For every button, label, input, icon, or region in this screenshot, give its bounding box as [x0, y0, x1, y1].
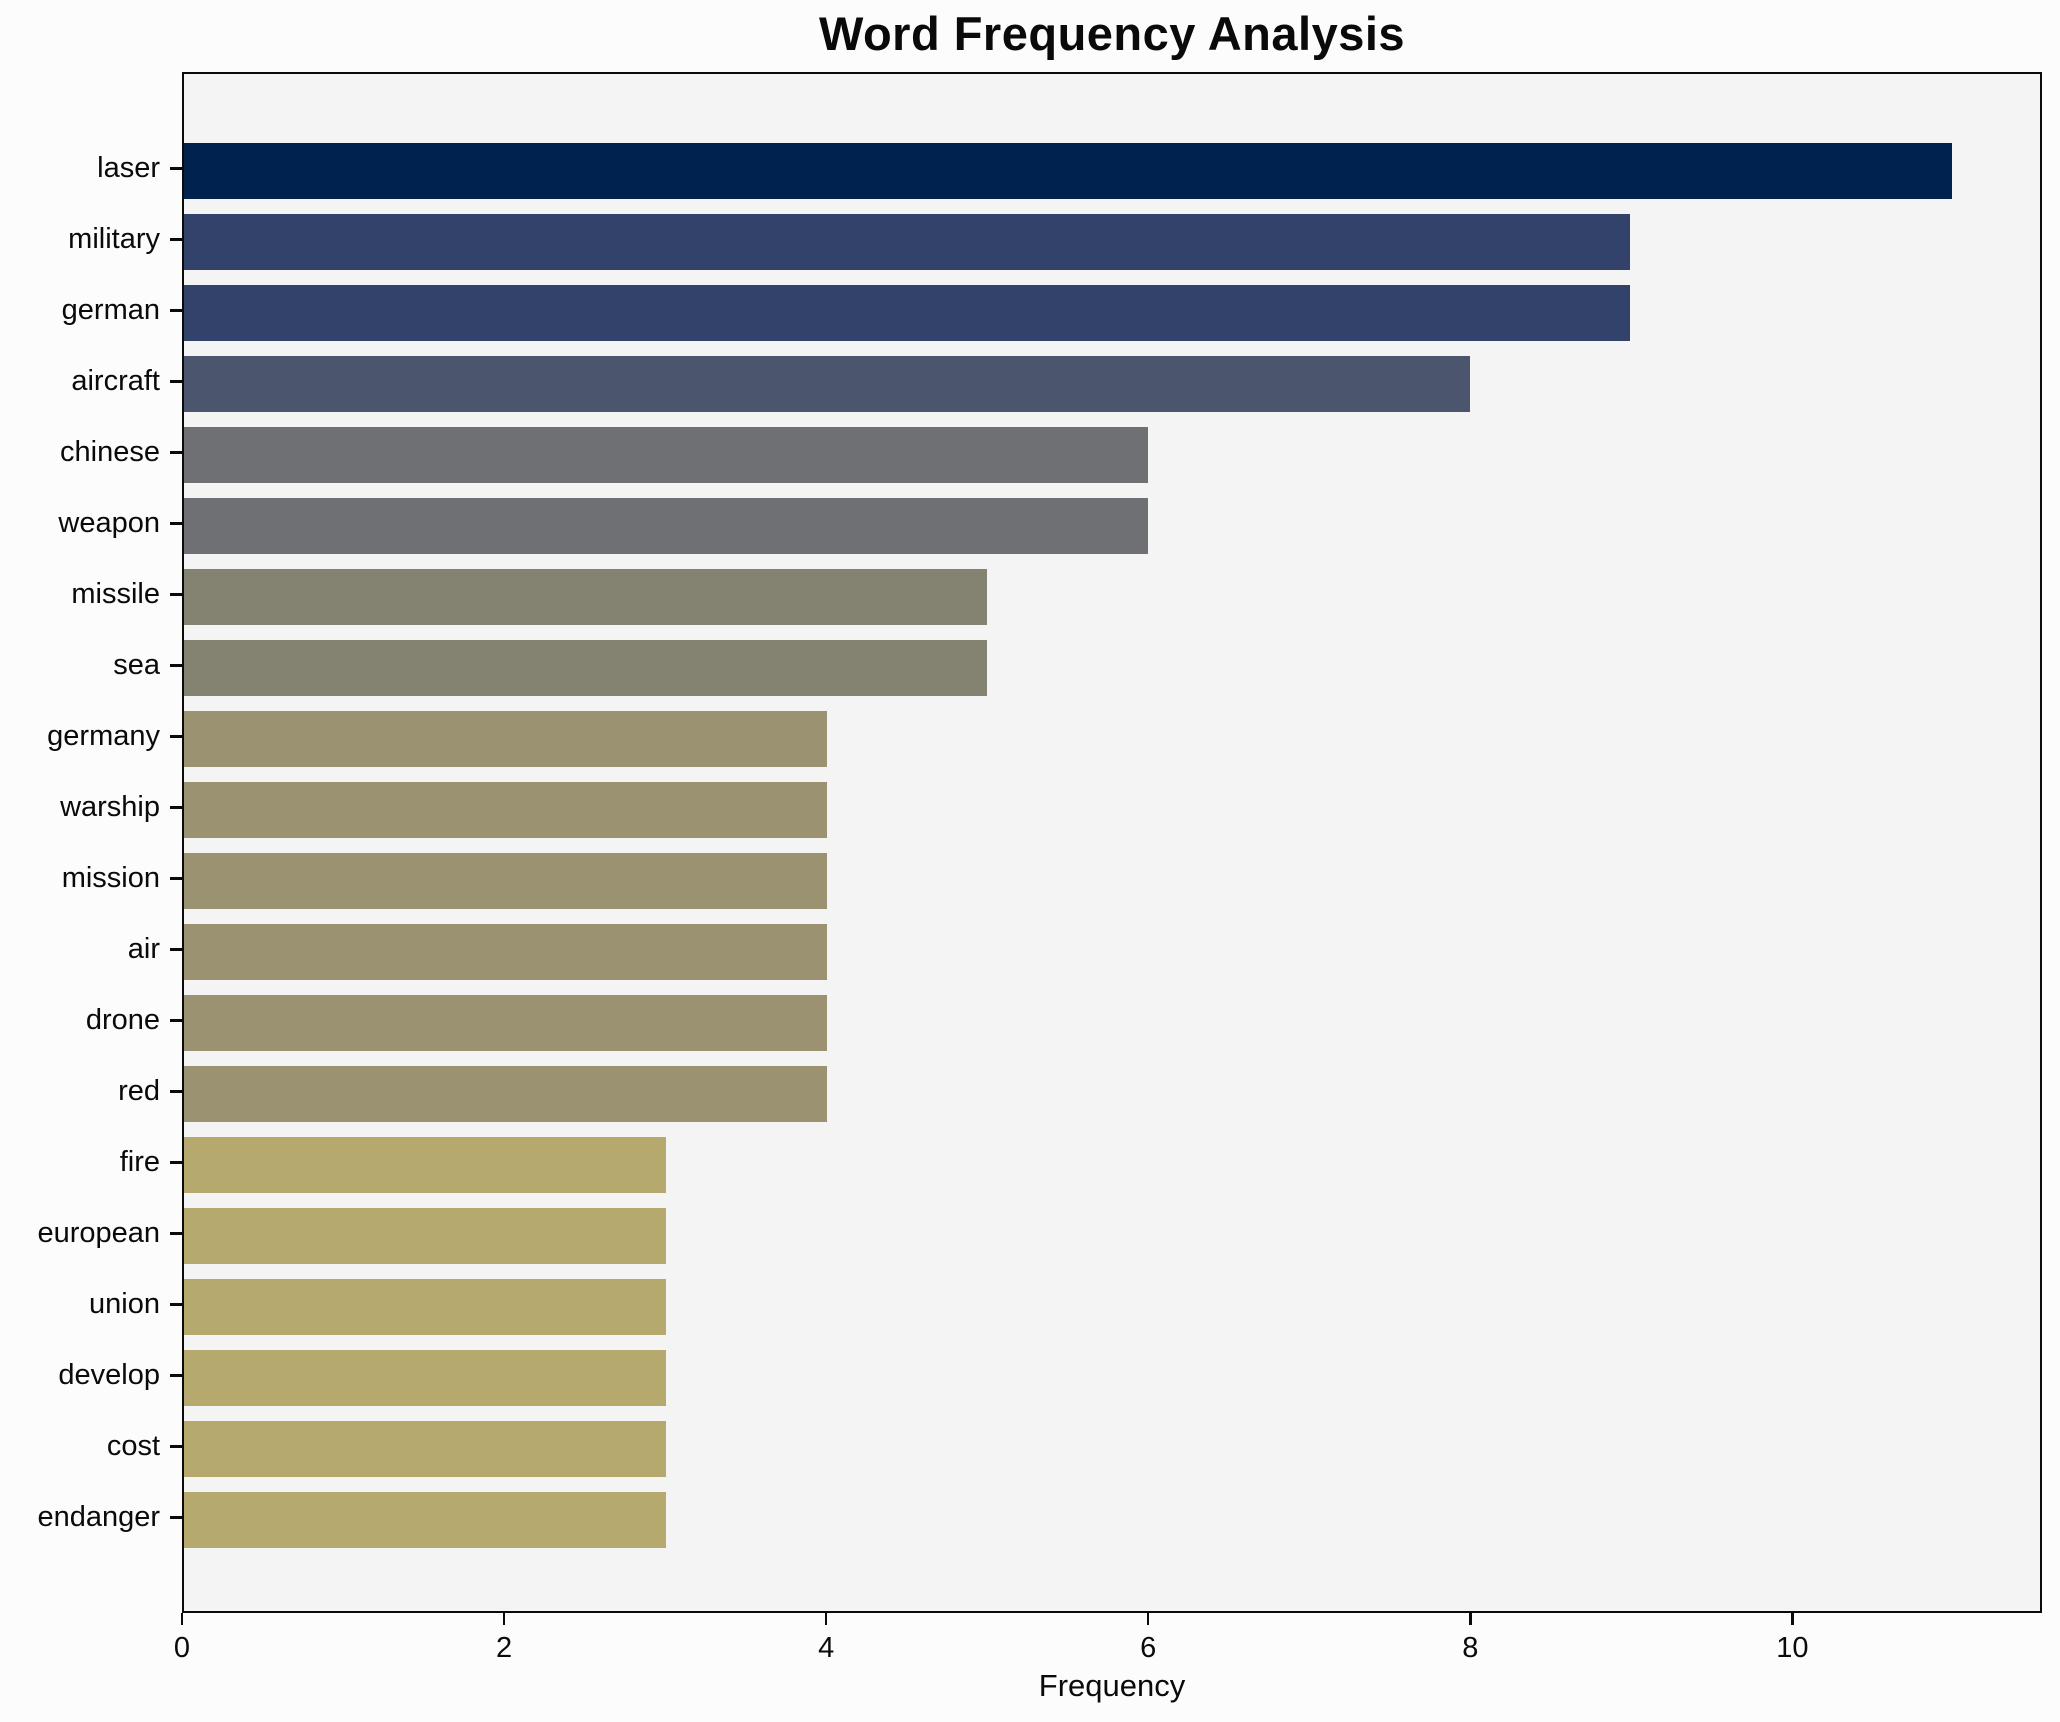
y-tick	[170, 1516, 182, 1519]
bar-aircraft	[184, 355, 1470, 412]
bar-row	[184, 632, 2040, 703]
y-tick	[170, 522, 182, 525]
bar-row	[184, 135, 2040, 206]
y-tick	[170, 593, 182, 596]
bar-row	[184, 845, 2040, 916]
bar-european	[184, 1207, 667, 1264]
y-tick-label-air: air	[127, 933, 160, 965]
y-tick	[170, 806, 182, 809]
bar-row	[184, 1413, 2040, 1484]
bar-mission	[184, 852, 827, 909]
bar-row	[184, 987, 2040, 1058]
x-tick	[824, 1613, 828, 1625]
bar-row	[184, 1271, 2040, 1342]
y-tick	[170, 1161, 182, 1164]
y-tick	[170, 167, 182, 170]
y-tick	[170, 309, 182, 312]
y-tick	[170, 1019, 182, 1022]
bar-row	[184, 348, 2040, 419]
x-tick-label-8: 8	[1462, 1632, 1479, 1664]
x-tick	[1791, 1613, 1794, 1625]
bar-laser	[184, 142, 1952, 199]
y-tick	[170, 1090, 182, 1093]
y-tick	[170, 451, 182, 454]
bar-german	[184, 284, 1631, 341]
y-tick-label-drone: drone	[85, 1004, 160, 1036]
y-tick-label-sea: sea	[113, 649, 160, 681]
y-tick-label-cost: cost	[106, 1430, 160, 1462]
bar-row	[184, 206, 2040, 277]
y-tick-label-red: red	[118, 1075, 160, 1107]
bar-air	[184, 923, 827, 980]
x-tick-label-0: 0	[173, 1632, 191, 1664]
y-tick-label-develop: develop	[58, 1359, 160, 1391]
y-tick-label-military: military	[68, 223, 160, 255]
y-tick	[170, 1374, 182, 1377]
x-tick-label-4: 4	[818, 1632, 835, 1664]
bar-row	[184, 916, 2040, 987]
bar-weapon	[184, 497, 1149, 554]
bar-row	[184, 1129, 2040, 1200]
y-tick	[170, 238, 182, 241]
bar-cost	[184, 1420, 667, 1477]
plot-area	[182, 72, 2042, 1613]
x-tick-label-6: 6	[1140, 1632, 1157, 1664]
y-tick-label-endanger: endanger	[37, 1501, 160, 1533]
y-tick-label-germany: germany	[47, 720, 160, 752]
y-tick-label-warship: warship	[60, 791, 160, 823]
x-tick-label-2: 2	[495, 1632, 513, 1664]
bar-endanger	[184, 1491, 667, 1548]
y-tick-label-laser: laser	[97, 152, 160, 184]
bar-missile	[184, 568, 988, 625]
bar-row	[184, 277, 2040, 348]
bar-chinese	[184, 426, 1149, 483]
bar-military	[184, 213, 1631, 270]
y-tick	[170, 1303, 182, 1306]
x-tick	[1146, 1613, 1150, 1625]
bar-row	[184, 419, 2040, 490]
chart-title: Word Frequency Analysis	[818, 7, 1406, 60]
bar-row	[184, 1484, 2040, 1555]
bars-container	[184, 135, 2040, 1555]
bar-row	[184, 774, 2040, 845]
bar-drone	[184, 994, 827, 1051]
y-tick	[170, 380, 182, 383]
y-tick	[170, 877, 182, 880]
y-tick	[170, 735, 182, 738]
y-tick-label-european: european	[37, 1217, 160, 1249]
x-tick	[1469, 1613, 1472, 1625]
bar-row	[184, 1342, 2040, 1413]
bar-union	[184, 1278, 667, 1335]
bar-row	[184, 1058, 2040, 1129]
bar-germany	[184, 710, 827, 767]
y-tick	[170, 1232, 182, 1235]
bar-red	[184, 1065, 827, 1122]
x-axis-label: Frequency	[1038, 1668, 1186, 1703]
y-tick-label-aircraft: aircraft	[71, 365, 160, 397]
bar-warship	[184, 781, 827, 838]
y-tick-label-union: union	[89, 1288, 160, 1320]
y-tick-label-chinese: chinese	[60, 436, 160, 468]
bar-row	[184, 1200, 2040, 1271]
y-tick-label-mission: mission	[61, 862, 160, 894]
y-tick-label-weapon: weapon	[58, 507, 160, 539]
y-tick-label-missile: missile	[71, 578, 160, 610]
y-tick	[170, 1445, 182, 1448]
bar-sea	[184, 639, 988, 696]
bar-row	[184, 703, 2040, 774]
bar-row	[184, 490, 2040, 561]
x-tick	[502, 1613, 506, 1625]
bar-fire	[184, 1136, 667, 1193]
bar-row	[184, 561, 2040, 632]
y-tick	[170, 664, 182, 667]
y-tick	[170, 948, 182, 951]
x-tick-label-10: 10	[1776, 1632, 1809, 1664]
y-tick-label-german: german	[61, 294, 160, 326]
y-tick-label-fire: fire	[119, 1146, 160, 1178]
x-tick	[180, 1613, 184, 1625]
bar-develop	[184, 1349, 667, 1406]
